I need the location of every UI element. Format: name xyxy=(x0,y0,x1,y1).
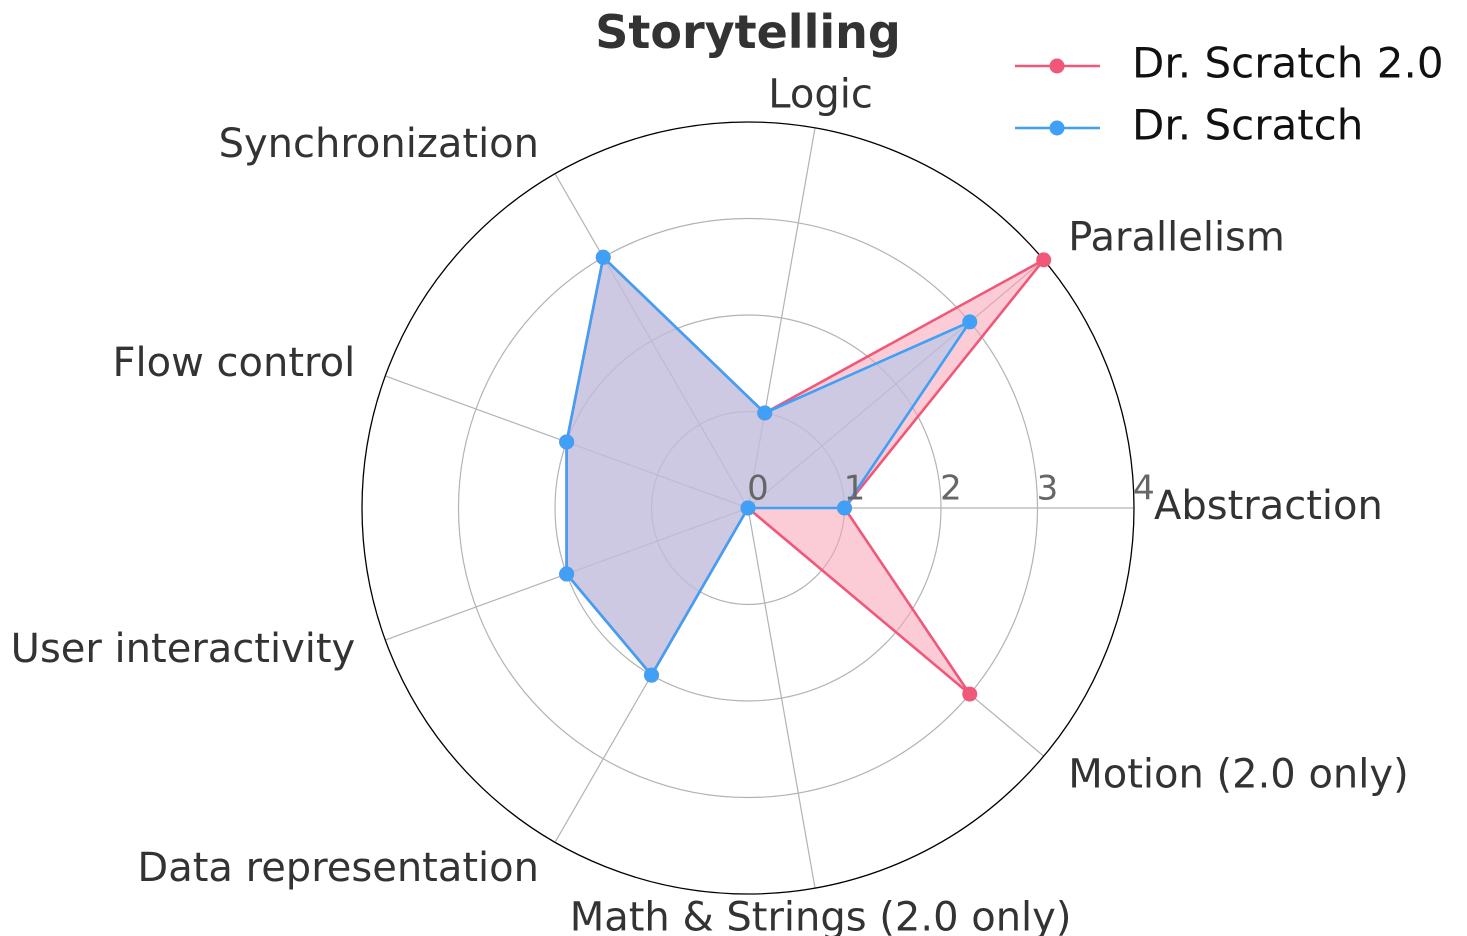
axis-label-5: User interactivity xyxy=(11,626,356,672)
series-0-point-1 xyxy=(1036,252,1052,268)
series-layer xyxy=(559,249,1052,702)
tick-label-3: 3 xyxy=(1037,469,1059,509)
series-1-point-1 xyxy=(962,314,978,330)
series-area-1 xyxy=(566,257,970,676)
legend-marker-1 xyxy=(1049,120,1065,136)
axis-label-2: Logic xyxy=(768,71,873,117)
axis-label-6: Data representation xyxy=(137,845,539,891)
spoke-7 xyxy=(747,507,816,889)
series-1-point-3 xyxy=(595,249,611,265)
radial-ticks: 0 1 2 3 4 xyxy=(747,469,1155,509)
series-1-point-0 xyxy=(837,500,852,516)
axis-label-0: Abstraction xyxy=(1154,483,1383,529)
axis-label-4: Flow control xyxy=(113,340,356,386)
legend: Dr. Scratch 2.0 Dr. Scratch xyxy=(1015,39,1444,150)
axis-labels: Abstraction Parallelism Logic Synchronizati… xyxy=(11,71,1409,936)
tick-label-2: 2 xyxy=(940,469,962,509)
tick-label-0: 0 xyxy=(747,469,769,509)
axis-label-8: Motion (2.0 only) xyxy=(1068,752,1408,798)
chart-title: Storytelling xyxy=(595,5,901,59)
axis-label-1: Parallelism xyxy=(1068,214,1285,260)
series-1-point-2 xyxy=(757,405,773,421)
series-1-point-6 xyxy=(644,667,659,683)
series-1-point-8 xyxy=(740,500,756,516)
outer-ring xyxy=(361,121,1135,895)
tick-label-1: 1 xyxy=(844,469,866,509)
series-1-point-5 xyxy=(559,566,575,582)
legend-marker-0 xyxy=(1049,58,1065,74)
axis-label-7: Math & Strings (2.0 only) xyxy=(570,895,1072,936)
legend-label-1: Dr. Scratch xyxy=(1132,101,1363,150)
axis-label-3: Synchronization xyxy=(219,121,539,167)
series-0-point-8 xyxy=(962,686,978,702)
legend-label-0: Dr. Scratch 2.0 xyxy=(1132,39,1444,88)
tick-label-4: 4 xyxy=(1133,469,1155,509)
series-1-point-4 xyxy=(559,434,575,450)
